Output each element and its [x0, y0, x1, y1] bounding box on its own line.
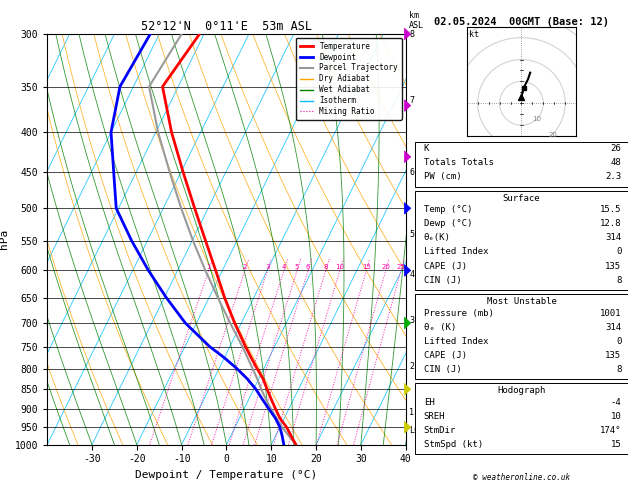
Text: 174°: 174° [600, 426, 621, 435]
Text: CAPE (J): CAPE (J) [424, 261, 467, 271]
Title: 52°12'N  0°11'E  53m ASL: 52°12'N 0°11'E 53m ASL [141, 20, 312, 33]
Text: 314: 314 [605, 233, 621, 243]
Text: Surface: Surface [503, 194, 540, 203]
Text: 1: 1 [409, 408, 415, 417]
Text: 4: 4 [282, 264, 286, 270]
Text: EH: EH [424, 398, 435, 407]
Text: 0: 0 [616, 337, 621, 346]
Text: 1001: 1001 [600, 309, 621, 317]
Text: Most Unstable: Most Unstable [486, 297, 557, 306]
Text: 7: 7 [409, 96, 415, 105]
Text: 20: 20 [548, 132, 557, 138]
Text: 3: 3 [265, 264, 270, 270]
Bar [415, 294, 628, 380]
Text: PW (cm): PW (cm) [424, 173, 461, 181]
Text: θₑ(K): θₑ(K) [424, 233, 450, 243]
Text: 4: 4 [409, 271, 415, 279]
Text: StmDir: StmDir [424, 426, 456, 435]
X-axis label: Dewpoint / Temperature (°C): Dewpoint / Temperature (°C) [135, 470, 318, 480]
Text: 6: 6 [306, 264, 310, 270]
Text: Lifted Index: Lifted Index [424, 337, 488, 346]
Text: CIN (J): CIN (J) [424, 276, 461, 284]
Text: 135: 135 [605, 261, 621, 271]
Text: Totals Totals: Totals Totals [424, 158, 494, 167]
Text: 314: 314 [605, 323, 621, 331]
Text: 12.8: 12.8 [600, 220, 621, 228]
Text: 8: 8 [409, 30, 415, 38]
Text: 15.5: 15.5 [600, 206, 621, 214]
Text: CIN (J): CIN (J) [424, 364, 461, 374]
Text: LCL: LCL [409, 426, 425, 434]
Text: 8: 8 [616, 276, 621, 284]
Text: kt: kt [469, 30, 479, 39]
Text: 25: 25 [397, 264, 406, 270]
Legend: Temperature, Dewpoint, Parcel Trajectory, Dry Adiabat, Wet Adiabat, Isotherm, Mi: Temperature, Dewpoint, Parcel Trajectory… [296, 38, 402, 120]
Text: 10: 10 [611, 412, 621, 421]
Text: 2: 2 [409, 362, 415, 371]
Text: 20: 20 [381, 264, 390, 270]
Text: θₑ (K): θₑ (K) [424, 323, 456, 331]
Bar [415, 141, 628, 187]
Text: CAPE (J): CAPE (J) [424, 350, 467, 360]
Text: 26: 26 [611, 144, 621, 153]
Text: 5: 5 [295, 264, 299, 270]
Bar [415, 383, 628, 454]
Text: Dewp (°C): Dewp (°C) [424, 220, 472, 228]
Text: StmSpd (kt): StmSpd (kt) [424, 440, 483, 449]
Text: 40: 40 [580, 163, 589, 169]
Text: 135: 135 [605, 350, 621, 360]
Text: 8: 8 [323, 264, 328, 270]
Text: 10: 10 [335, 264, 345, 270]
Text: Lifted Index: Lifted Index [424, 247, 488, 257]
Text: © weatheronline.co.uk: © weatheronline.co.uk [473, 473, 570, 482]
Y-axis label: hPa: hPa [0, 229, 9, 249]
Text: -4: -4 [611, 398, 621, 407]
Text: km
ASL: km ASL [409, 11, 425, 30]
Text: 15: 15 [362, 264, 370, 270]
Text: 0: 0 [616, 247, 621, 257]
Text: 30: 30 [564, 148, 573, 154]
Text: K: K [424, 144, 429, 153]
Text: 5: 5 [409, 230, 415, 239]
Text: Pressure (mb): Pressure (mb) [424, 309, 494, 317]
Bar [415, 191, 628, 290]
Text: 02.05.2024  00GMT (Base: 12): 02.05.2024 00GMT (Base: 12) [434, 17, 609, 27]
Text: 48: 48 [611, 158, 621, 167]
Text: 8: 8 [616, 364, 621, 374]
Text: 1: 1 [206, 264, 211, 270]
Text: 15: 15 [611, 440, 621, 449]
Text: SREH: SREH [424, 412, 445, 421]
Text: Hodograph: Hodograph [498, 386, 545, 395]
Text: 10: 10 [533, 116, 542, 122]
Text: Temp (°C): Temp (°C) [424, 206, 472, 214]
Text: 2: 2 [243, 264, 247, 270]
Text: Mixing Ratio (g/kg): Mixing Ratio (g/kg) [442, 192, 450, 287]
Text: 2.3: 2.3 [605, 173, 621, 181]
Text: 6: 6 [409, 168, 415, 177]
Text: 3: 3 [409, 316, 415, 325]
